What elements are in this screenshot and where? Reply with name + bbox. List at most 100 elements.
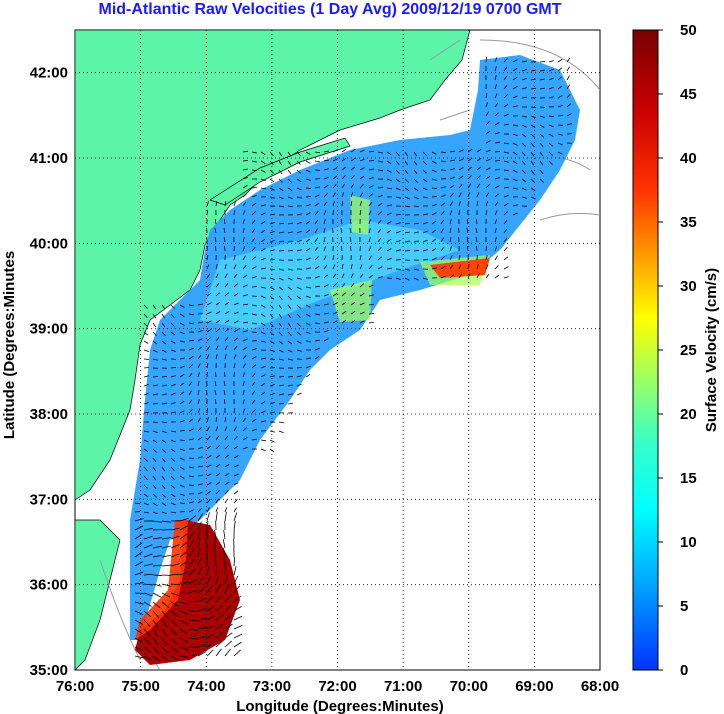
velocity-arrow <box>368 201 373 207</box>
velocity-arrow <box>287 222 293 225</box>
velocity-arrow <box>215 282 220 288</box>
velocity-arrow <box>557 76 563 81</box>
velocity-arrow <box>512 105 518 108</box>
y-tick-label: 37:00 <box>30 491 68 508</box>
colorbar-tick-label: 30 <box>680 278 697 295</box>
velocity-arrow <box>305 365 311 369</box>
velocity-arrow <box>179 365 185 369</box>
y-tick-labels: 42:00 41:00 40:00 39:00 38:00 37:00 36:00 35:00 <box>30 65 68 679</box>
velocity-arrow <box>161 545 171 549</box>
velocity-arrow <box>476 157 482 162</box>
velocity-arrow <box>422 151 427 156</box>
velocity-arrow <box>224 445 229 450</box>
velocity-arrow <box>143 475 148 480</box>
velocity-arrow <box>179 439 186 441</box>
x-tick-label: 75:00 <box>121 678 159 695</box>
velocity-arrow <box>530 142 535 148</box>
velocity-arrow <box>503 113 509 117</box>
velocity-arrow <box>449 159 455 162</box>
velocity-arrow <box>287 268 293 271</box>
velocity-arrow <box>188 381 193 387</box>
velocity-arrow <box>287 322 292 328</box>
colorbar-tick-label: 40 <box>680 150 697 167</box>
velocity-arrow <box>521 178 527 183</box>
velocity-arrow <box>404 240 410 243</box>
velocity-arrow <box>557 104 563 108</box>
velocity-arrow <box>278 384 284 387</box>
velocity-arrow <box>152 304 157 310</box>
velocity-arrow <box>521 196 527 199</box>
velocity-arrow <box>251 390 256 396</box>
velocity-arrow <box>278 196 284 200</box>
velocity-arrow <box>341 148 347 153</box>
velocity-arrow <box>206 507 210 513</box>
velocity-arrow <box>521 87 527 90</box>
velocity-arrow <box>152 554 162 558</box>
colorbar-label: Surface Velocity (cm/s) <box>703 268 720 432</box>
velocity-arrow <box>305 304 311 308</box>
velocity-arrow <box>458 183 463 189</box>
velocity-arrow <box>215 604 224 612</box>
velocity-arrow <box>233 417 236 423</box>
velocity-arrow <box>242 210 246 216</box>
velocity-arrow <box>251 169 258 172</box>
velocity-arrow <box>458 149 464 153</box>
velocity-arrow <box>494 122 500 126</box>
velocity-arrow <box>152 628 159 637</box>
velocity-arrow <box>143 313 148 318</box>
velocity-arrow <box>242 159 249 162</box>
velocity-arrow <box>215 245 217 252</box>
velocity-arrow <box>161 583 171 587</box>
velocity-arrow <box>260 257 266 261</box>
velocity-arrow <box>413 222 419 225</box>
velocity-arrow <box>224 417 227 423</box>
velocity-arrow <box>413 160 418 166</box>
velocity-arrow <box>170 619 178 627</box>
velocity-arrow <box>494 93 498 99</box>
velocity-arrow <box>143 637 151 645</box>
velocity-arrow <box>503 169 509 172</box>
velocity-arrow <box>296 258 303 261</box>
velocity-arrow <box>431 169 437 173</box>
velocity-arrow <box>539 78 545 81</box>
velocity-arrow <box>314 219 319 225</box>
velocity-arrow <box>431 196 438 198</box>
velocity-arrow <box>179 340 185 343</box>
velocity-arrow <box>197 436 203 441</box>
velocity-arrow <box>503 256 509 261</box>
velocity-arrow <box>287 295 292 300</box>
velocity-arrow <box>224 490 229 495</box>
velocity-arrow <box>377 246 382 252</box>
velocity-arrow <box>206 209 209 216</box>
velocity-arrow <box>377 160 383 163</box>
velocity-arrow <box>485 149 491 153</box>
velocity-arrow <box>152 592 162 598</box>
velocity-arrow <box>206 473 212 477</box>
velocity-arrow <box>341 282 346 288</box>
velocity-arrow <box>233 337 239 342</box>
velocity-arrow <box>188 501 194 504</box>
velocity-arrow <box>422 277 428 280</box>
velocity-arrow <box>314 186 320 189</box>
velocity-arrow <box>134 561 144 567</box>
velocity-arrow <box>485 140 491 144</box>
velocity-arrow <box>278 231 284 234</box>
velocity-arrow <box>224 273 228 279</box>
velocity-arrow <box>485 92 488 99</box>
velocity-arrow <box>296 221 302 225</box>
velocity-field-peak <box>135 520 188 640</box>
velocity-arrow <box>143 655 153 661</box>
velocity-arrow <box>188 364 193 369</box>
velocity-arrow <box>386 187 392 190</box>
velocity-arrow <box>233 575 239 585</box>
velocity-arrow <box>143 619 151 627</box>
velocity-arrow <box>287 340 293 345</box>
velocity-arrow <box>368 210 372 216</box>
velocity-arrow <box>377 237 382 243</box>
velocity-arrow <box>251 372 256 378</box>
velocity-arrow <box>260 267 266 270</box>
velocity-arrow <box>350 192 354 198</box>
velocity-arrow <box>161 349 167 353</box>
velocity-arrow <box>152 331 157 336</box>
velocity-arrow <box>539 160 544 166</box>
